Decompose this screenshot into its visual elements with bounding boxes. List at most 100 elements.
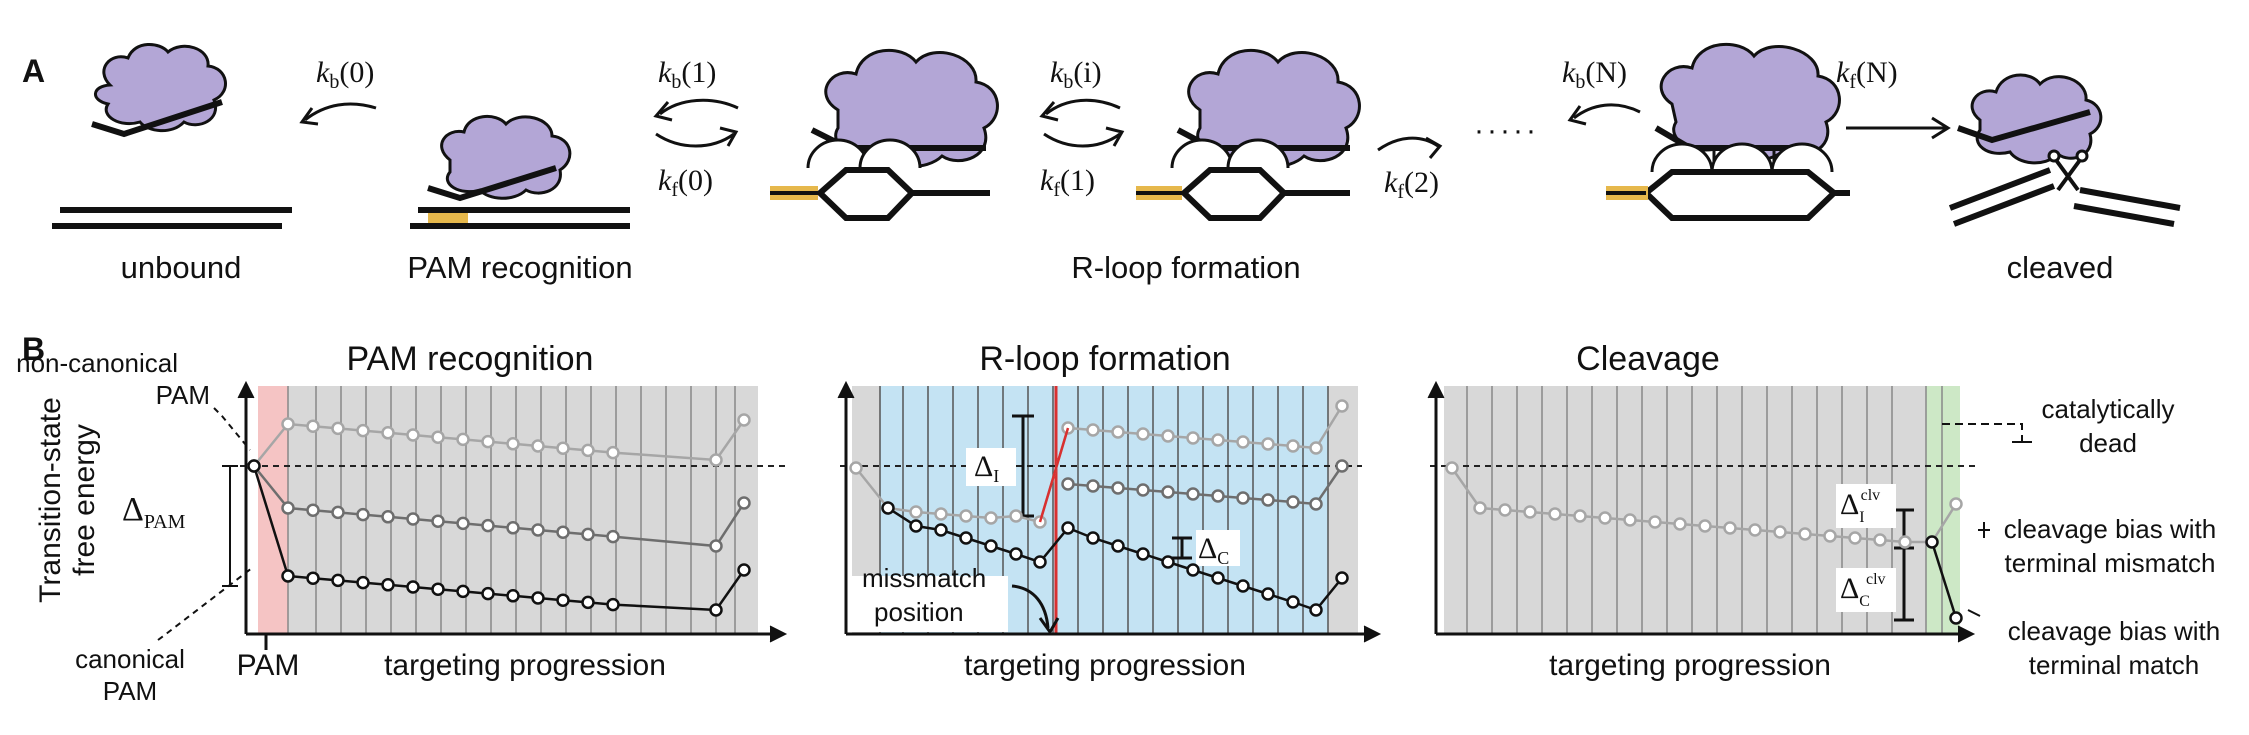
series-rloop-dark-point <box>1211 571 1225 585</box>
plot1-x-label: targeting progression <box>384 649 666 682</box>
state-rloop-mid-illustration <box>1136 48 1361 221</box>
series-rloop-mid-point <box>1309 497 1323 511</box>
series-rloop-dark-point <box>1335 571 1349 585</box>
series-intermediate-point <box>531 523 545 537</box>
rate-kf2: kf(2) <box>1384 166 1439 203</box>
series-rloop-dark-point <box>1009 547 1023 561</box>
rate-kf0: kf(0) <box>658 164 713 201</box>
mismatch-arrow <box>1011 584 1050 629</box>
series-cleavage-point <box>1523 505 1537 519</box>
series-intermediate-point <box>306 503 320 517</box>
series-cleavage-point <box>1648 515 1662 529</box>
series-intermediate-point <box>431 514 445 528</box>
series-canonical-point <box>531 591 545 605</box>
series-canonical-point <box>281 569 295 583</box>
bias-match-tick <box>1967 609 1981 617</box>
series-noncanonical-point <box>356 423 370 438</box>
ellipsis: ····· <box>1474 114 1539 147</box>
bias-match-label-1: cleavage bias with <box>2008 616 2220 646</box>
series-intermediate-point <box>331 505 345 520</box>
arrow-kbi <box>1045 98 1121 116</box>
series-cleavage-point <box>1598 511 1612 525</box>
series-canonical-point <box>506 589 520 603</box>
series-rloop-light-point <box>934 507 948 521</box>
energy-series-layer <box>247 399 1963 625</box>
series-rloop-light <box>849 399 1349 529</box>
state-rloop-full-illustration <box>1606 42 1850 221</box>
series-rloop-dark <box>881 501 1349 617</box>
series-noncanonical-point <box>506 437 520 451</box>
series-noncanonical-point <box>481 434 495 449</box>
series-canonical-point <box>709 603 723 617</box>
series-canonical-point <box>247 459 261 473</box>
series-noncanonical-point <box>431 430 445 444</box>
series-rloop-mid-point <box>1186 487 1200 501</box>
panel-a-letter: A <box>22 53 45 89</box>
series-intermediate-point <box>581 527 595 542</box>
delta-i-clv-label: ΔIclv <box>1840 487 1880 526</box>
series-canonical-point <box>481 586 495 601</box>
rate-kbi: kb(i) <box>1050 56 1102 93</box>
series-noncanonical-point <box>556 441 570 455</box>
series-rloop-light-point <box>849 461 863 475</box>
series-cleavage-point <box>1698 519 1712 533</box>
series-canonical-point <box>356 575 370 590</box>
cat-dead-label-2: dead <box>2079 428 2137 458</box>
series-intermediate <box>247 459 751 553</box>
pam-tick-label: PAM <box>237 649 300 682</box>
series-cleavage-point <box>1748 523 1762 537</box>
series-intermediate-point <box>506 521 520 535</box>
non-canonical-leader <box>213 407 251 451</box>
svg-text:Transition-state: Transition-state <box>34 397 67 603</box>
series-cleavage-point <box>1898 535 1912 549</box>
series-rloop-dark-point <box>1033 555 1047 569</box>
series-canonical-point <box>381 578 395 592</box>
series-rloop-dark-point <box>1061 521 1075 535</box>
series-rloop-mid-point <box>1286 495 1300 509</box>
series-rloop-light-point <box>1211 433 1225 447</box>
rate-kb1: kb(1) <box>658 56 716 93</box>
series-rloop-mid-point <box>1161 485 1175 499</box>
series-rloop-mid-point <box>1335 459 1349 473</box>
series-noncanonical-point <box>581 443 595 458</box>
series-rloop-dark-point <box>909 519 923 533</box>
plot-rloop-formation <box>837 380 1382 643</box>
series-rloop-light-point <box>1261 437 1275 451</box>
bias-mismatch-label-1: cleavage bias with <box>2004 514 2216 544</box>
series-rloop-dark-point <box>1136 547 1150 561</box>
series-noncanonical-point <box>531 439 545 453</box>
series-noncanonical <box>247 413 751 473</box>
series-rloop-light-point <box>1186 431 1200 445</box>
canonical-leader <box>157 567 253 641</box>
series-rloop-light-point <box>1111 425 1125 439</box>
series-rloop-mid-point <box>1111 481 1125 495</box>
series-rloop-dark-point <box>934 523 948 537</box>
state-pam-recognition-illustration <box>410 115 630 229</box>
svg-text:free energy: free energy <box>68 424 101 576</box>
series-rloop-dark-point <box>959 531 973 545</box>
series-intermediate-point <box>556 525 570 539</box>
series-canonical-point <box>406 580 420 594</box>
series-noncanonical-point <box>281 417 295 431</box>
series-rloop-dark-point <box>1086 531 1100 545</box>
series-cleavage-point <box>1548 507 1562 521</box>
series-rloop-light-point <box>909 505 923 519</box>
series-noncanonical-point <box>709 453 723 467</box>
series-rloop-mid-point <box>1236 491 1250 505</box>
series-canonical-point <box>331 573 345 588</box>
delta-pam-label: ΔPAM <box>122 491 186 533</box>
series-rloop-dark-point <box>1236 579 1250 593</box>
delta-i-label: ΔI <box>974 450 999 486</box>
rate-kbN: kb(N) <box>1562 56 1627 93</box>
series-intermediate-point <box>356 507 370 522</box>
series-intermediate-point <box>606 529 620 544</box>
series-rloop-light-point <box>984 511 998 525</box>
series-cleavage-match <box>1925 535 1963 625</box>
series-cleavage-point <box>1773 525 1787 539</box>
state-unbound-illustration <box>52 43 292 229</box>
series-canonical-point <box>456 584 470 599</box>
canonical-label-1: canonical <box>75 644 185 674</box>
series-canonical-point <box>431 582 445 596</box>
arrow-kbN <box>1573 103 1641 120</box>
